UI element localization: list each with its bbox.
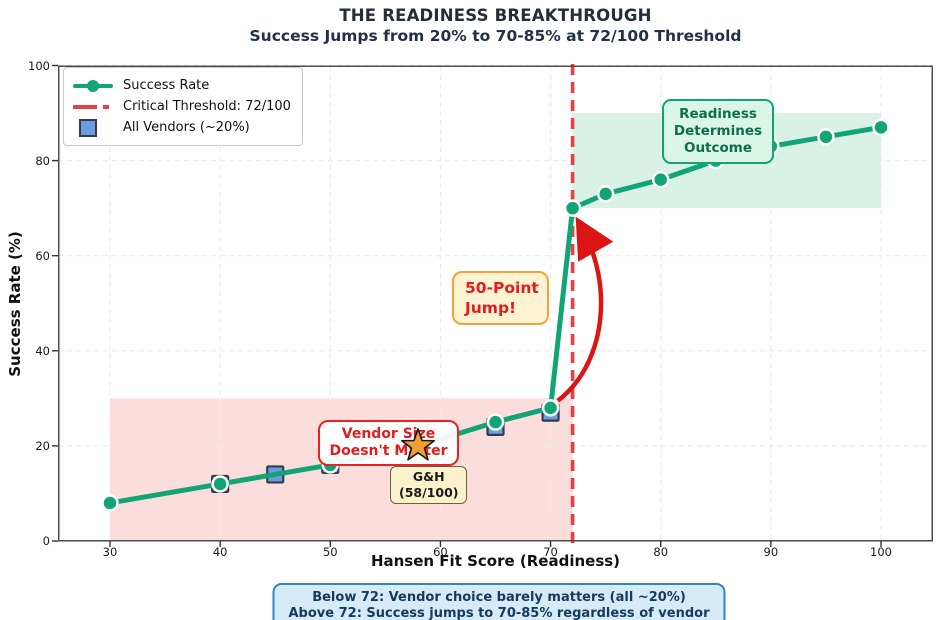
gh-star-marker-icon xyxy=(401,428,436,461)
x-tick-label: 70 xyxy=(543,545,558,559)
chart-subtitle: Success Jumps from 20% to 70-85% at 72/1… xyxy=(249,27,742,45)
legend-label: All Vendors (~20%) xyxy=(123,120,250,135)
legend-label: Critical Threshold: 72/100 xyxy=(123,99,291,114)
x-tick-label: 50 xyxy=(322,545,338,559)
x-tick-label: 60 xyxy=(433,545,448,559)
annotation-threshold-note: Below 72: Vendor choice barely matters (… xyxy=(272,583,726,620)
success-rate-point xyxy=(817,128,835,146)
chart-title: THE READINESS BREAKTHROUGH xyxy=(339,6,652,25)
annotation-50-point-jump: 50-Point Jump! xyxy=(452,271,549,325)
legend-label: Success Rate xyxy=(123,78,210,93)
x-tick-label: 100 xyxy=(870,545,892,559)
square-marker-sample-icon xyxy=(73,118,115,137)
success-rate-point xyxy=(596,185,615,203)
x-axis-label: Hansen Fit Score (Readiness) xyxy=(370,552,621,570)
legend: Success Rate Critical Threshold: 72/100 … xyxy=(63,67,303,146)
line-marker-sample-icon xyxy=(73,79,115,92)
y-tick-label: 20 xyxy=(35,438,50,453)
annotation-readiness-determines-outcome: Readiness Determines Outcome xyxy=(662,99,774,164)
x-tick-label: 90 xyxy=(763,545,779,559)
x-tick-label: 30 xyxy=(102,545,118,559)
success-rate-point xyxy=(872,118,890,137)
success-rate-point xyxy=(486,413,505,431)
success-rate-point xyxy=(651,170,670,189)
success-rate-point xyxy=(211,475,229,493)
legend-item-all-vendors: All Vendors (~20%) xyxy=(73,117,291,138)
legend-item-success-rate: Success Rate xyxy=(73,75,291,96)
jump-arrow xyxy=(556,216,614,403)
success-rate-point xyxy=(563,199,582,217)
x-tick-label: 80 xyxy=(653,545,669,559)
legend-item-critical-threshold: Critical Threshold: 72/100 xyxy=(73,96,291,117)
y-tick-label: 100 xyxy=(28,58,50,73)
success-rate-point xyxy=(541,399,560,417)
x-tick-label: 40 xyxy=(212,545,228,559)
y-tick-label: 0 xyxy=(42,534,50,548)
y-tick-label: 80 xyxy=(35,153,50,168)
y-tick-label: 60 xyxy=(35,248,50,263)
success-rate-point xyxy=(101,494,119,512)
annotation-gh-58-100: G&H (58/100) xyxy=(390,466,468,504)
y-tick-label: 40 xyxy=(35,343,50,358)
dashed-line-sample-icon xyxy=(73,104,115,109)
